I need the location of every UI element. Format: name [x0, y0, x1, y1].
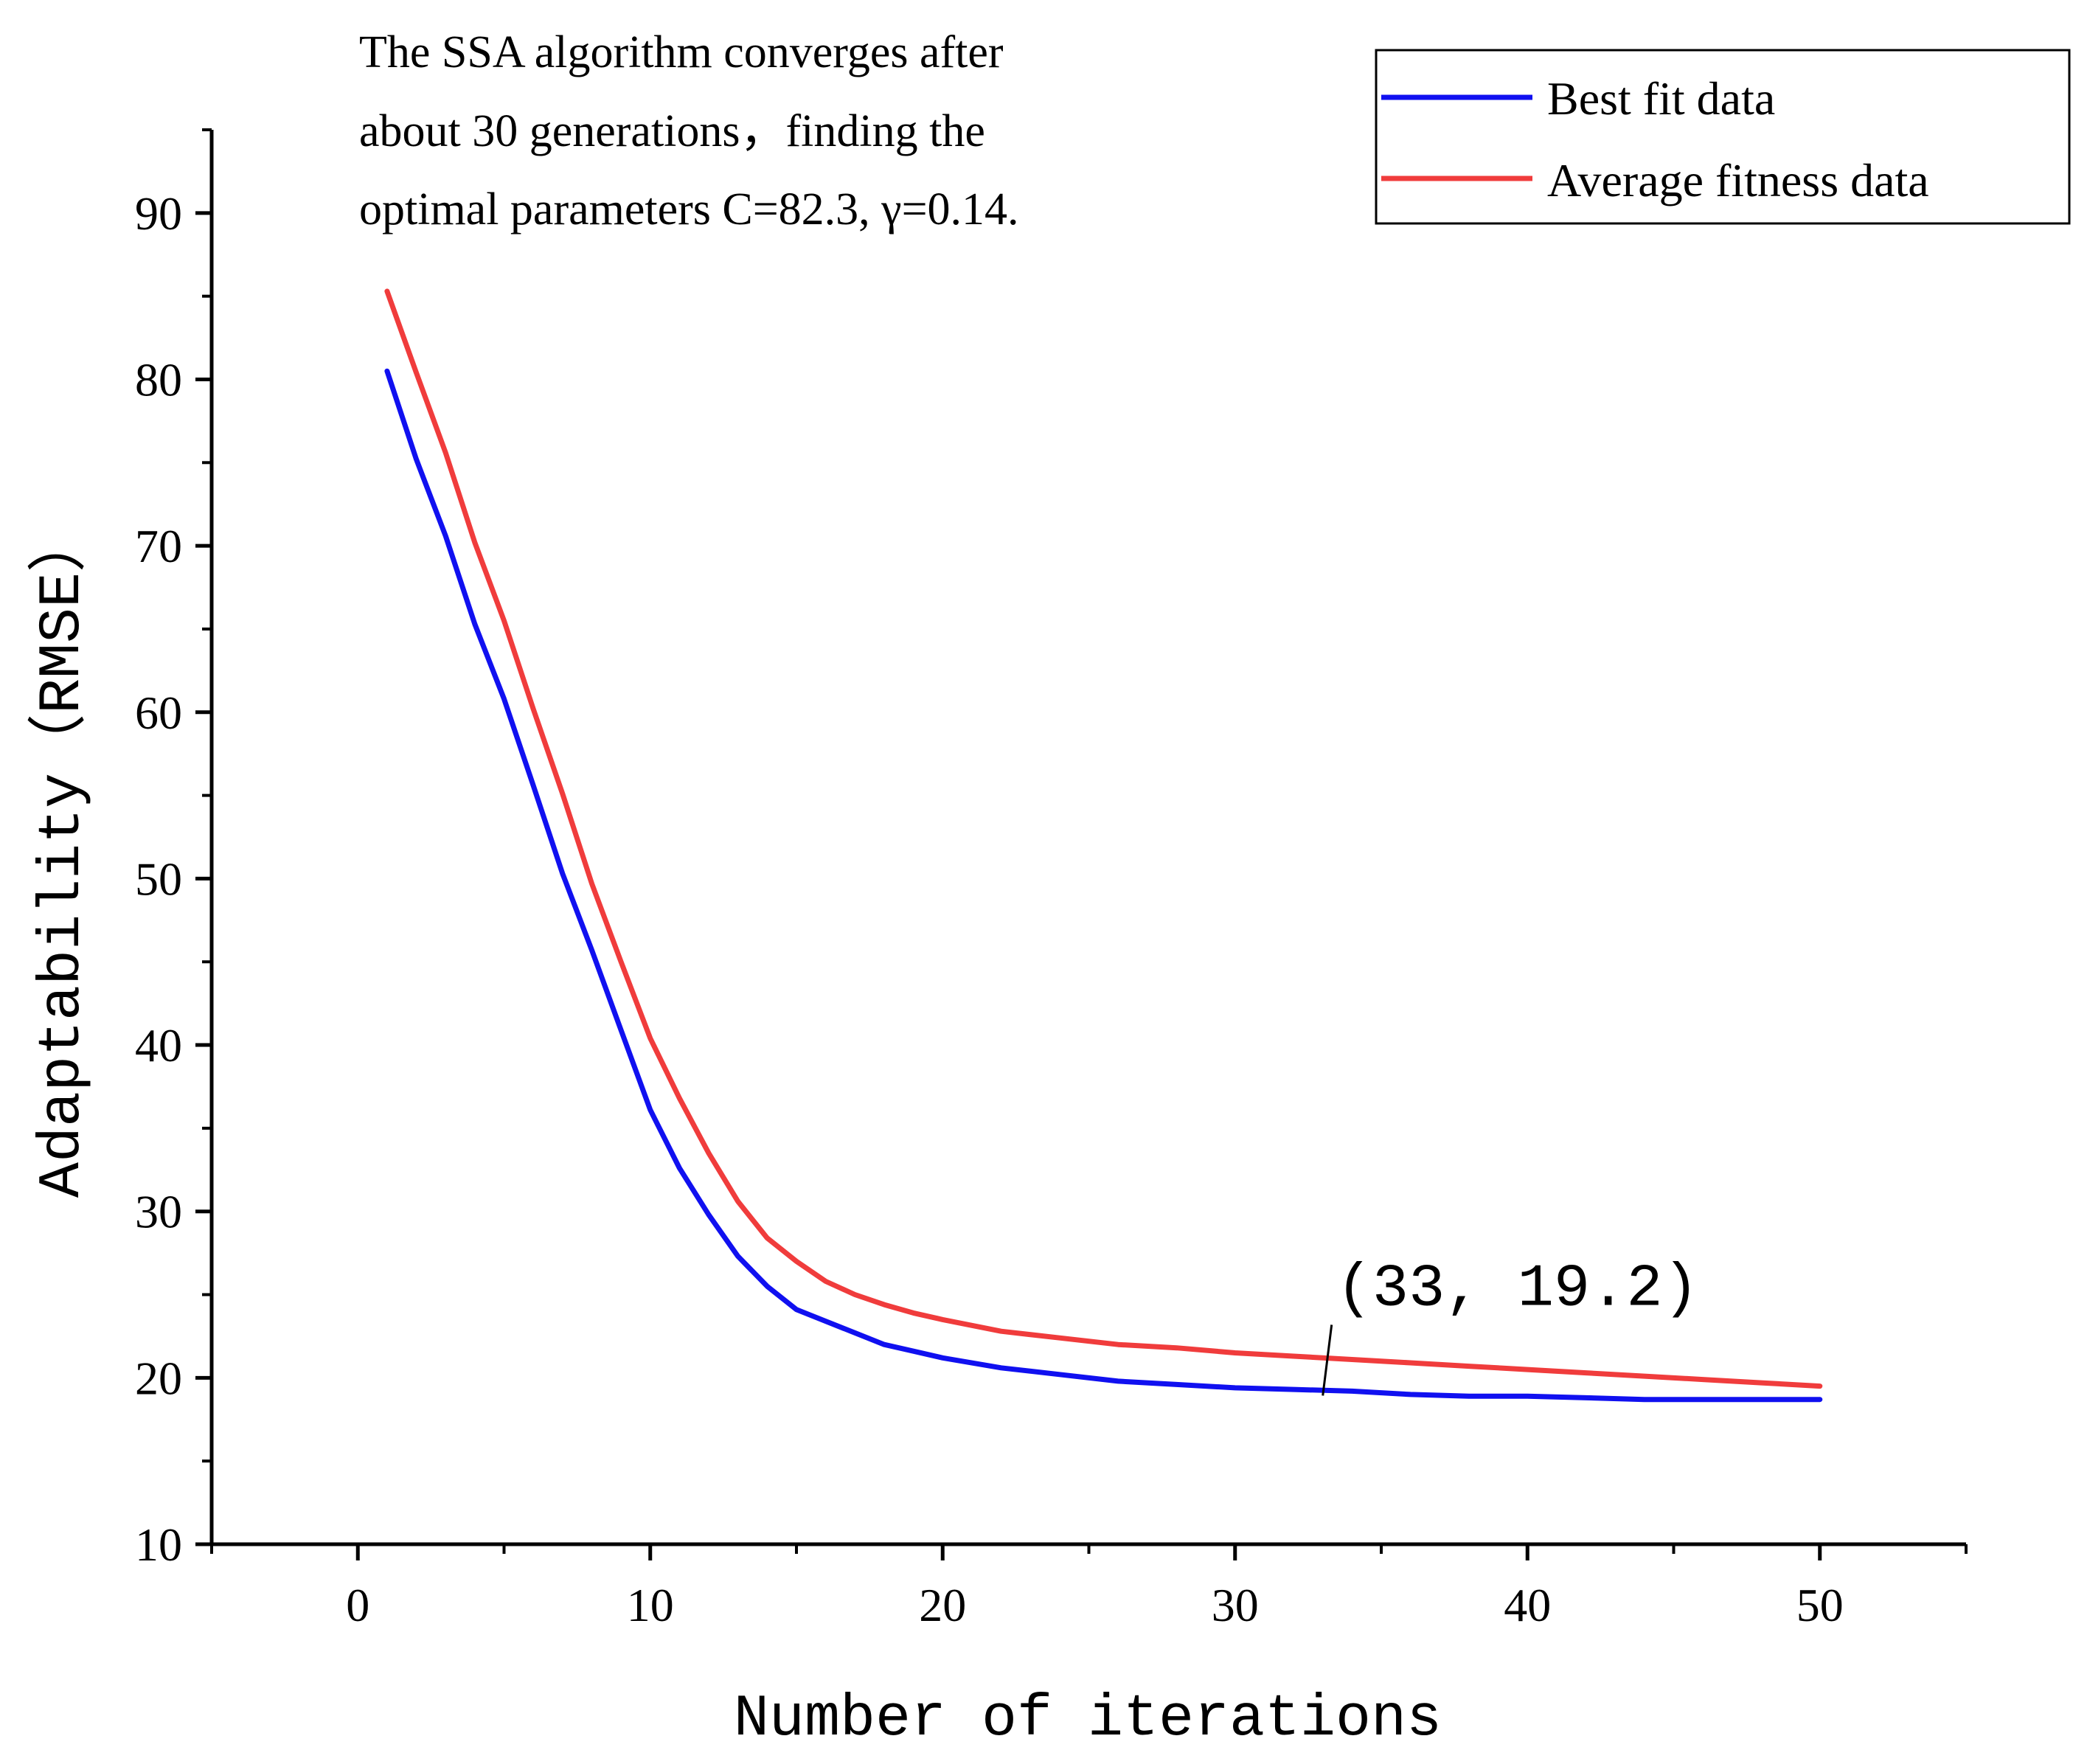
point-label: (33, 19.2)	[1336, 1254, 1699, 1323]
annotation-text: The SSA algorithm converges after about …	[359, 27, 1019, 235]
x-ticks	[210, 1544, 1968, 1560]
x-tick-label: 10	[627, 1579, 674, 1631]
y-tick-label: 40	[135, 1019, 182, 1072]
y-tick-label: 30	[135, 1186, 182, 1238]
x-tick-label: 50	[1796, 1579, 1844, 1631]
x-tick-label: 30	[1212, 1579, 1259, 1631]
y-tick-label: 20	[135, 1352, 182, 1404]
series-line-average-fitness	[384, 288, 1823, 1389]
y-tick-label: 70	[135, 520, 182, 572]
series-layer	[384, 288, 1823, 1403]
annotation-line-2: about 30 generations，finding the	[359, 106, 985, 156]
y-ticks	[195, 128, 212, 1546]
x-tick-label: 20	[919, 1579, 966, 1631]
y-tick-label: 90	[135, 187, 182, 240]
y-tick-label: 80	[135, 353, 182, 406]
legend-label-best-fit: Best fit data	[1547, 72, 1775, 125]
x-tick-labels: 0 10 20 30 40 50	[346, 1579, 1844, 1631]
legend: Best fit data Average fitness data	[1375, 49, 2071, 225]
y-tick-label: 10	[135, 1518, 182, 1571]
x-tick-label: 40	[1504, 1579, 1551, 1631]
axes: 10 20 30 40 50 60 70 80 90 0 10 20 30 40 50	[135, 128, 1968, 1631]
point-annotation: (33, 19.2)	[1322, 1254, 1699, 1396]
x-axis-title: Number of iterations	[734, 1686, 1442, 1753]
series-line-best-fit	[384, 368, 1823, 1403]
x-tick-label: 0	[346, 1579, 369, 1631]
point-leader-line	[1322, 1324, 1333, 1396]
y-tick-labels: 10 20 30 40 50 60 70 80 90	[135, 187, 182, 1571]
annotation-line-3: optimal parameters C=82.3, γ=0.14.	[359, 184, 1019, 235]
legend-label-average-fitness: Average fitness data	[1547, 154, 1929, 206]
annotation-line-1: The SSA algorithm converges after	[359, 27, 1004, 77]
y-tick-label: 50	[135, 853, 182, 905]
y-axis-title: Adaptability（RMSE）	[28, 513, 97, 1198]
y-tick-label: 60	[135, 687, 182, 739]
legend-box	[1375, 49, 2071, 225]
